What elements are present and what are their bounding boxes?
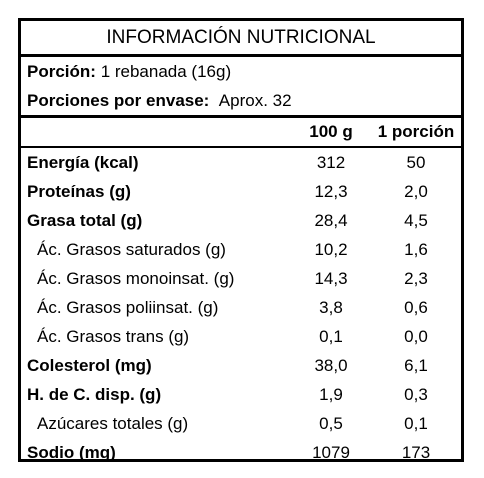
nutrient-name: Ác. Grasos poliinsat. (g) (37, 298, 219, 317)
nutrient-table: Energía (kcal) 312 50 Proteínas (g) 12,3 2,0 G… (21, 148, 461, 467)
nutrient-value-100g: 0,1 (319, 327, 343, 346)
nutrient-name: Ác. Grasos saturados (g) (37, 240, 226, 259)
servings-per-pack-line: Porciones por envase: Aprox. 32 (21, 86, 461, 115)
nutrient-row: Sodio (mg) 1079 173 (21, 438, 461, 467)
nutrient-value-100g: 312 (316, 153, 346, 172)
nutrient-value-portion: 0,0 (404, 327, 428, 346)
nutrient-value-portion: 4,5 (404, 211, 428, 230)
column-header-blank (21, 118, 291, 146)
nutrient-name: Grasa total (g) (27, 211, 143, 230)
nutrient-row: Ác. Grasos saturados (g) 10,2 1,6 (21, 235, 461, 264)
nutrient-value-100g: 3,8 (319, 298, 343, 317)
nutrient-value-100g: 38,0 (314, 356, 348, 375)
nutrient-row: Ác. Grasos monoinsat. (g) 14,3 2,3 (21, 264, 461, 293)
nutrient-value-portion: 0,6 (404, 298, 428, 317)
nutrient-row: Ác. Grasos trans (g) 0,1 0,0 (21, 322, 461, 351)
nutrient-name: H. de C. disp. (g) (27, 385, 162, 404)
nutrient-row: Colesterol (mg) 38,0 6,1 (21, 351, 461, 380)
nutrient-row: Ác. Grasos poliinsat. (g) 3,8 0,6 (21, 293, 461, 322)
nutrient-value-100g: 14,3 (314, 269, 348, 288)
nutrient-row: Proteínas (g) 12,3 2,0 (21, 177, 461, 206)
nutrient-value-portion: 2,0 (404, 182, 428, 201)
nutrient-row: Energía (kcal) 312 50 (21, 148, 461, 177)
nutrient-name: Energía (kcal) (27, 153, 139, 172)
nutrient-row: Grasa total (g) 28,4 4,5 (21, 206, 461, 235)
column-header-portion: 1 porción (377, 122, 455, 141)
nutrient-value-100g: 12,3 (314, 182, 348, 201)
portion-value: 1 rebanada (16g) (100, 62, 232, 81)
nutrient-name: Sodio (mg) (27, 443, 116, 462)
nutrient-name: Ác. Grasos monoinsat. (g) (37, 269, 235, 288)
nutrient-row: H. de C. disp. (g) 1,9 0,3 (21, 380, 461, 409)
nutrient-value-100g: 10,2 (314, 240, 348, 259)
nutrient-row: Azúcares totales (g) 0,5 0,1 (21, 409, 461, 438)
nutrient-name: Azúcares totales (g) (37, 414, 189, 433)
nutrient-value-portion: 173 (401, 443, 431, 462)
column-header: 100 g 1 porción (21, 118, 461, 148)
nutrient-value-100g: 28,4 (314, 211, 348, 230)
serving-info: Porción: 1 rebanada (16g) Porciones por … (21, 57, 461, 118)
nutrition-facts-label: INFORMACIÓN NUTRICIONAL Porción: 1 reban… (18, 18, 464, 462)
portion-label: Porción: (27, 62, 96, 81)
column-header-100g: 100 g (309, 122, 353, 141)
nutrient-name: Ác. Grasos trans (g) (37, 327, 190, 346)
nutrient-value-portion: 2,3 (404, 269, 428, 288)
label-title: INFORMACIÓN NUTRICIONAL (21, 21, 461, 57)
portion-line: Porción: 1 rebanada (16g) (21, 57, 461, 86)
nutrient-name: Proteínas (g) (27, 182, 131, 201)
nutrient-value-portion: 50 (406, 153, 426, 172)
servings-per-pack-label: Porciones por envase: (27, 91, 210, 110)
nutrient-value-portion: 0,3 (404, 385, 428, 404)
servings-per-pack-value: Aprox. 32 (218, 91, 292, 110)
nutrient-value-portion: 6,1 (404, 356, 428, 375)
nutrient-value-100g: 0,5 (319, 414, 343, 433)
nutrient-value-100g: 1079 (312, 443, 350, 462)
nutrient-name: Colesterol (mg) (27, 356, 152, 375)
nutrient-value-100g: 1,9 (319, 385, 343, 404)
nutrient-value-portion: 1,6 (404, 240, 428, 259)
nutrient-value-portion: 0,1 (404, 414, 428, 433)
